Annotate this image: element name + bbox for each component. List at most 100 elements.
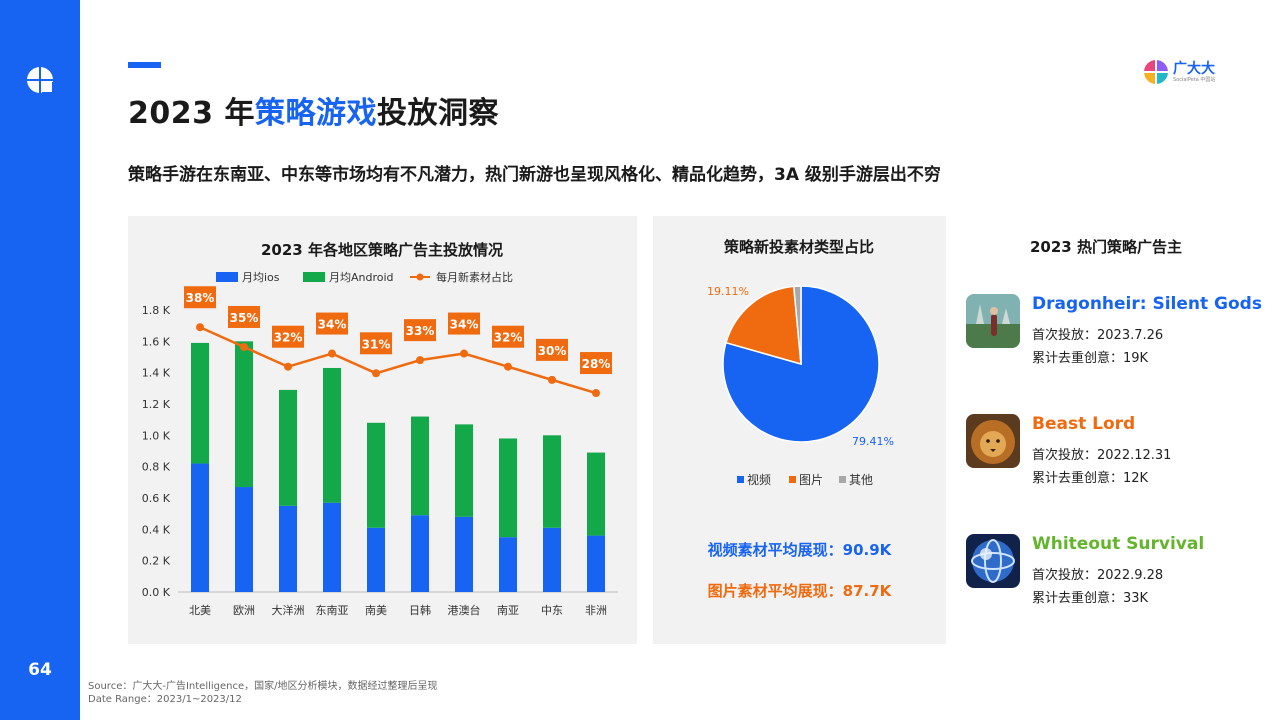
creative-type-panel: 策略新投素材类型占比 79.41% 19.11% 视频 图片 其他 视频素材平均展现：90… — [653, 216, 946, 644]
page-title: 2023 年策略游戏投放洞察 — [128, 88, 499, 132]
advertiser-launch-date: 首次投放：2023.7.26 — [1032, 328, 1164, 343]
advertiser-card-whiteout[interactable]: Whiteout Survival 首次投放：2022.9.28 累计去重创意：… — [966, 534, 1266, 606]
x-tick-label: 非洲 — [585, 604, 607, 617]
ratio-point — [592, 389, 600, 398]
bar-ios — [499, 537, 517, 592]
ratio-label-box — [272, 325, 304, 348]
legend-label: 其他 — [849, 473, 873, 487]
advertiser-creatives: 累计去重创意：19K — [1032, 351, 1149, 366]
regional-chart-panel: 2023 年各地区策略广告主投放情况 月均ios 月均Android 每月新素材占比 0… — [128, 216, 637, 644]
advertiser-name: Dragonheir: Silent Gods — [1032, 294, 1262, 314]
x-tick-label: 港澳台 — [448, 603, 481, 617]
ratio-point — [548, 375, 556, 384]
x-tick-label: 欧洲 — [233, 604, 255, 617]
source-note: Source：广大大-广告Intelligence，国家/地区分析模块，数据经过… — [88, 680, 438, 706]
x-tick-label: 南美 — [365, 604, 387, 617]
page-number: 64 — [28, 660, 52, 680]
creative-type-pie-chart: 策略新投素材类型占比 79.41% 19.11% 视频 图片 其他 — [707, 238, 894, 487]
title-prefix: 2023 年 — [128, 96, 255, 131]
title-accent-bar — [128, 62, 161, 68]
bar-android — [367, 422, 385, 528]
legend-swatch — [416, 273, 424, 281]
x-tick-label: 东南亚 — [316, 604, 349, 617]
bar-android — [323, 367, 341, 503]
y-tick-label: 0.2 K — [142, 555, 171, 568]
advertiser-launch-date: 首次投放：2022.9.28 — [1032, 568, 1164, 583]
legend-swatch — [737, 476, 744, 483]
ratio-label: 33% — [406, 324, 435, 338]
bar-ios — [191, 463, 209, 592]
beast-lord-lion-icon — [966, 414, 1020, 468]
brand-logo-icon — [26, 66, 54, 94]
video-stat: 视频素材平均展现：90.9K — [707, 541, 892, 559]
ratio-label-box — [228, 305, 260, 328]
bar-android — [191, 342, 209, 464]
chart-title: 2023 年各地区策略广告主投放情况 — [261, 241, 503, 259]
legend-swatch — [839, 476, 846, 483]
brand-name: 广大大 — [1173, 61, 1215, 77]
x-tick-label: 中东 — [541, 604, 563, 617]
title-highlight: 策略游戏 — [254, 96, 377, 131]
x-tick-label: 南亚 — [497, 604, 519, 617]
bar-android — [279, 389, 297, 506]
ratio-label: 28% — [582, 357, 611, 371]
y-tick-label: 1.2 K — [142, 398, 171, 411]
advertiser-card-dragonheir[interactable]: Dragonheir: Silent Gods 首次投放：2023.7.26 累… — [966, 294, 1266, 366]
ratio-point — [372, 369, 380, 378]
y-tick-label: 1.4 K — [142, 367, 171, 380]
legend-label: 视频 — [747, 472, 771, 487]
advertisers-title: 2023 热门策略广告主 — [1030, 238, 1182, 256]
pie-slice — [722, 285, 880, 443]
advertiser-creatives: 累计去重创意：12K — [1032, 471, 1149, 486]
bar-ios — [455, 516, 473, 592]
y-tick-label: 0.8 K — [142, 461, 171, 474]
ratio-label-box — [448, 312, 480, 335]
bar-ios — [367, 527, 385, 592]
legend-swatch — [216, 272, 238, 282]
source-line: Source：广大大-广告Intelligence，国家/地区分析模块，数据经过… — [88, 681, 438, 692]
y-tick-label: 1.0 K — [142, 429, 171, 442]
ratio-label-box — [360, 332, 392, 355]
ratio-label: 38% — [186, 291, 215, 305]
x-tick-label: 北美 — [189, 604, 211, 617]
bar-ios — [323, 502, 341, 592]
ratio-point — [196, 323, 204, 332]
bar-ios — [235, 487, 253, 592]
sidebar: 64 — [0, 0, 80, 720]
advertiser-launch-date: 首次投放：2022.12.31 — [1032, 448, 1172, 463]
legend-swatch — [303, 272, 325, 282]
y-tick-label: 1.6 K — [142, 335, 171, 348]
ratio-point — [460, 349, 468, 358]
ratio-point — [328, 349, 336, 358]
legend-label: 图片 — [799, 473, 823, 487]
chart-title: 策略新投素材类型占比 — [723, 238, 874, 256]
ratio-label: 35% — [230, 311, 259, 325]
bar-android — [455, 424, 473, 517]
pie-slice — [725, 285, 802, 366]
page-subtitle: 策略手游在东南亚、中东等市场均有不凡潜力，热门新游也呈现风格化、精品化趋势，3A… — [128, 165, 941, 185]
advertiser-name: Beast Lord — [1032, 414, 1136, 434]
advertiser-card-beast-lord[interactable]: Beast Lord 首次投放：2022.12.31 累计去重创意：12K — [966, 414, 1266, 486]
legend-label: 月均ios — [242, 271, 280, 284]
y-tick-label: 0.4 K — [142, 523, 171, 536]
ratio-label-box — [492, 325, 524, 348]
pie-data-label: 79.41% — [852, 435, 894, 448]
date-range-line: Date Range：2023/1~2023/12 — [88, 694, 242, 705]
ratio-label: 34% — [450, 318, 479, 332]
bar-android — [543, 435, 561, 528]
pie-slice — [792, 285, 802, 365]
bar-android — [587, 452, 605, 536]
bar-ios — [411, 515, 429, 592]
bar-ios — [279, 505, 297, 592]
ratio-label-box — [184, 286, 216, 309]
ratio-line — [199, 326, 597, 395]
advertiser-name: Whiteout Survival — [1032, 534, 1205, 554]
y-tick-label: 0.6 K — [142, 492, 171, 505]
ratio-label-box — [316, 312, 348, 335]
dragonheir-game-icon — [966, 294, 1020, 348]
ratio-point — [504, 362, 512, 371]
ratio-label-box — [580, 352, 612, 375]
x-tick-label: 日韩 — [409, 603, 431, 617]
ratio-label: 32% — [494, 331, 523, 345]
